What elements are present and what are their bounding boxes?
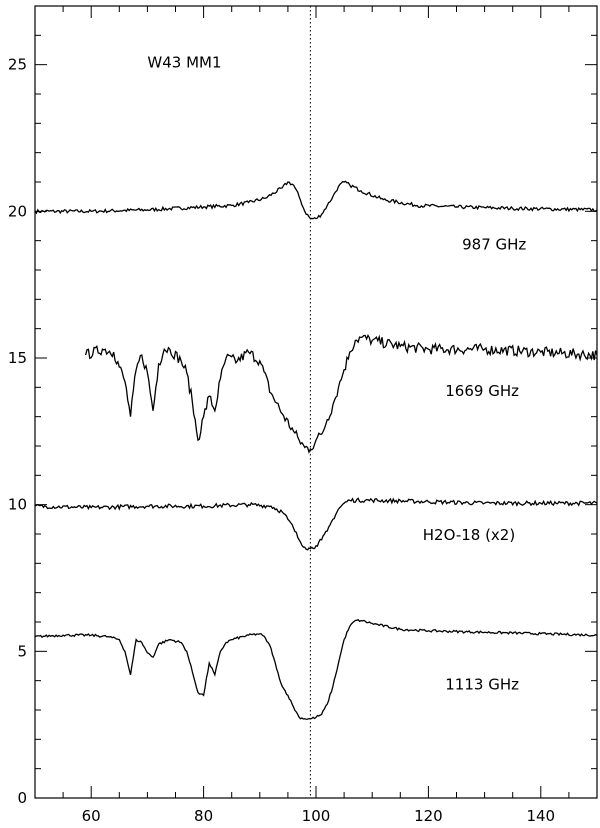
x-tick-label: 100 <box>302 807 331 825</box>
spectrum-line-4 <box>34 618 598 720</box>
y-tick-label: 20 <box>8 202 27 220</box>
x-tick-label: 120 <box>414 807 443 825</box>
line-label: W43 MM1 <box>147 54 221 72</box>
line-label: 987 GHz <box>462 235 526 253</box>
line-label: 1669 GHz <box>445 382 519 400</box>
x-tick-label: 60 <box>82 807 101 825</box>
y-tick-label: 10 <box>8 496 27 514</box>
line-label: 1113 GHz <box>445 675 519 693</box>
y-tick-label: 25 <box>8 56 27 74</box>
spectra-series <box>34 6 598 798</box>
line-label: H2O-18 (x2) <box>423 526 515 544</box>
spectrum-line-2 <box>84 333 598 455</box>
x-tick-label: 140 <box>526 807 555 825</box>
spectrum-line-1 <box>34 180 598 220</box>
axis-tick-labels: 60 80 100 120 140 0 5 10 15 20 25 <box>8 56 555 825</box>
spectrum-line-3 <box>34 497 598 551</box>
y-tick-label: 5 <box>17 642 27 660</box>
x-tick-label: 80 <box>194 807 213 825</box>
annotations: W43 MM1 987 GHz 1669 GHz H2O-18 (x2) 1113 GH… <box>147 54 526 694</box>
y-tick-label: 0 <box>17 789 27 807</box>
y-tick-label: 15 <box>8 349 27 367</box>
